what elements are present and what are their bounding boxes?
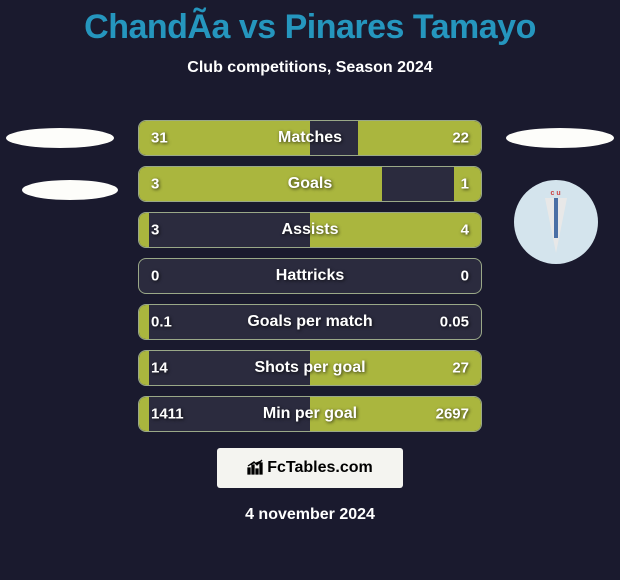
stat-row: 31 Matches 22 [138,120,482,156]
stat-value-right: 2697 [436,406,469,423]
ellipse-decor-1 [22,180,118,200]
stat-label: Matches [278,129,342,147]
ellipse-decor-2 [506,128,614,148]
pennant-stripe [554,198,558,238]
stat-row: 14 Shots per goal 27 [138,350,482,386]
subtitle: Club competitions, Season 2024 [0,59,620,77]
bar-left [139,351,149,385]
stat-label: Hattricks [276,267,344,285]
stat-value-right: 1 [461,176,469,193]
stat-value-left: 31 [151,130,168,147]
stat-value-right: 27 [452,360,469,377]
comparison-title: ChandÃa vs Pinares Tamayo [0,0,620,47]
bar-left [139,397,149,431]
footer-brand: FcTables.com [217,448,403,488]
stat-row: 0.1 Goals per match 0.05 [138,304,482,340]
stat-value-left: 1411 [151,406,184,423]
stat-value-right: 0 [461,268,469,285]
stat-label: Shots per goal [254,359,365,377]
stat-value-right: 4 [461,222,469,239]
stat-label: Min per goal [263,405,357,423]
bar-left [139,167,382,201]
stat-value-left: 0 [151,268,159,285]
stat-value-left: 14 [151,360,168,377]
chart-icon [247,459,263,478]
bar-left [139,213,149,247]
stat-value-left: 3 [151,222,159,239]
stat-label: Goals per match [247,313,372,331]
stat-value-left: 0.1 [151,314,172,331]
stat-label: Goals [288,175,332,193]
stat-value-right: 22 [452,130,469,147]
stat-row: 3 Assists 4 [138,212,482,248]
team-badge-right: c u c [514,180,598,264]
stat-value-right: 0.05 [440,314,469,331]
bar-left [139,305,149,339]
stat-row: 3 Goals 1 [138,166,482,202]
footer-brand-text: FcTables.com [267,459,373,477]
stat-row: 1411 Min per goal 2697 [138,396,482,432]
stat-row: 0 Hattricks 0 [138,258,482,294]
stats-container: 31 Matches 22 3 Goals 1 3 Assists 4 0 Hattricks 0 0.… [138,120,482,442]
footer-date: 4 november 2024 [245,506,375,524]
ellipse-decor-0 [6,128,114,148]
stat-label: Assists [282,221,339,239]
stat-value-left: 3 [151,176,159,193]
